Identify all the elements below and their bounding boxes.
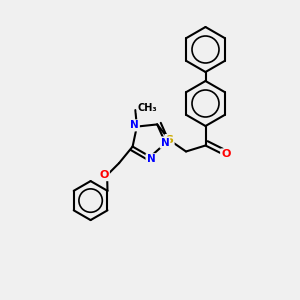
Text: O: O <box>221 149 231 160</box>
Text: S: S <box>166 135 173 145</box>
Text: CH₃: CH₃ <box>138 103 158 113</box>
Text: O: O <box>99 170 109 180</box>
Text: N: N <box>130 120 139 130</box>
Text: N: N <box>160 137 169 148</box>
Text: N: N <box>146 154 155 164</box>
